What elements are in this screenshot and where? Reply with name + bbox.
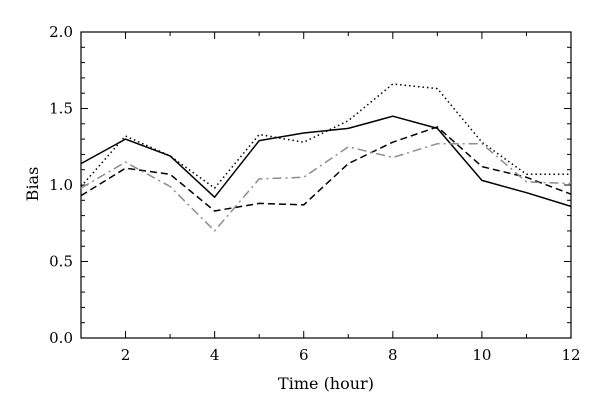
x-tick-label: 12 xyxy=(561,346,580,364)
y-tick-label: 0.5 xyxy=(49,253,73,271)
series-line-dashed xyxy=(80,126,572,212)
y-tick-label: 1.5 xyxy=(49,100,73,118)
y-tick-label: 0.0 xyxy=(49,329,73,347)
x-tick-label: 10 xyxy=(472,346,491,364)
series-line-dashdot xyxy=(80,142,572,232)
x-tick-label: 6 xyxy=(299,346,309,364)
x-tick-label: 4 xyxy=(210,346,220,364)
x-axis-label: Time (hour) xyxy=(278,374,374,393)
y-axis-label: Bias xyxy=(23,167,42,202)
series-line-dotted xyxy=(80,83,571,189)
y-tick-label: 2.0 xyxy=(49,23,73,41)
x-tick-label: 8 xyxy=(388,346,398,364)
y-tick-label: 1.0 xyxy=(49,176,73,194)
x-tick-label: 2 xyxy=(121,346,131,364)
